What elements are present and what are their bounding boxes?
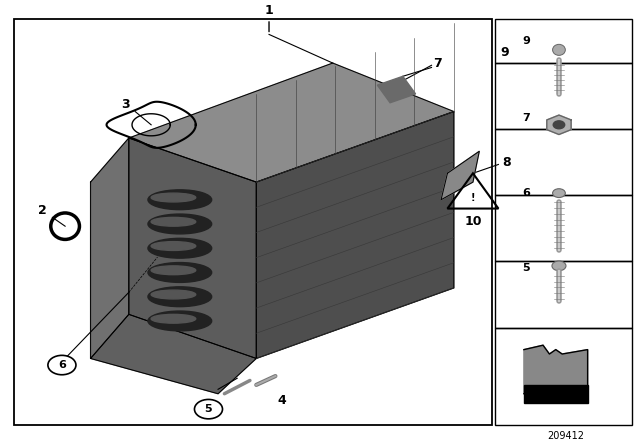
Ellipse shape [151,290,196,299]
Polygon shape [91,314,256,394]
Ellipse shape [148,190,212,210]
Text: 7: 7 [522,113,530,123]
Text: 3: 3 [122,99,130,112]
Text: 2: 2 [38,204,47,217]
Circle shape [195,400,223,419]
Ellipse shape [151,241,196,250]
Text: 9: 9 [500,46,509,59]
Text: 6: 6 [522,188,530,198]
Ellipse shape [553,121,564,129]
Polygon shape [129,63,454,182]
Circle shape [48,355,76,375]
Text: 9: 9 [522,36,530,46]
Ellipse shape [148,311,212,331]
Polygon shape [524,345,588,394]
Text: 10: 10 [464,215,482,228]
Polygon shape [129,138,256,358]
Ellipse shape [148,263,212,282]
Text: 6: 6 [58,360,66,370]
Text: 4: 4 [277,394,286,407]
Ellipse shape [151,314,196,323]
Text: 7: 7 [433,56,442,69]
Ellipse shape [151,217,196,226]
Text: 8: 8 [502,156,510,169]
Ellipse shape [148,214,212,234]
Polygon shape [524,385,588,402]
Text: 1: 1 [265,4,273,17]
Ellipse shape [151,193,196,202]
Ellipse shape [148,238,212,258]
Polygon shape [256,112,454,358]
Text: !: ! [470,193,475,202]
Ellipse shape [148,287,212,306]
Ellipse shape [552,261,566,271]
Ellipse shape [151,266,196,275]
Polygon shape [547,115,571,134]
Ellipse shape [552,189,565,198]
Text: 209412: 209412 [547,431,584,440]
Text: 5: 5 [522,263,530,273]
Text: 5: 5 [205,404,212,414]
Ellipse shape [552,44,565,56]
Polygon shape [91,138,129,358]
Polygon shape [378,76,415,103]
Polygon shape [441,151,479,200]
